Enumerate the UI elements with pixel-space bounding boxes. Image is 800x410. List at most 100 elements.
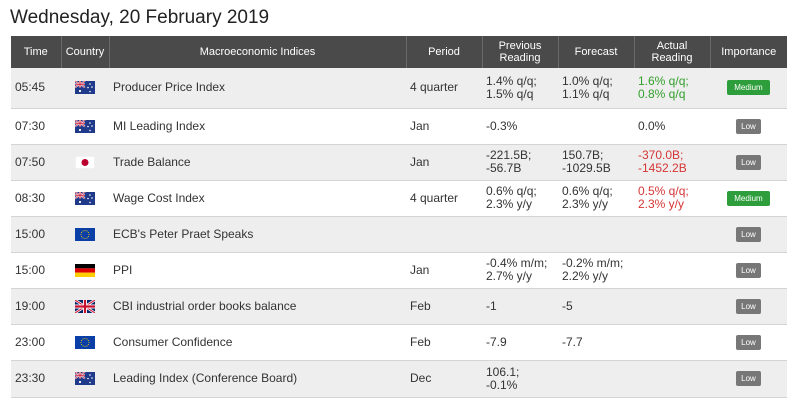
time-cell: 15:00 — [11, 216, 61, 253]
previous-reading-cell: -1 — [482, 288, 558, 325]
col-header-time: Time — [11, 36, 62, 68]
reading-line: 1.6% q/q; — [638, 73, 689, 88]
au-flag-icon — [75, 191, 95, 205]
table-row: 23:00 Consumer Confidence Feb -7.9 -7.7 Low — [11, 324, 787, 361]
reading-line: -370.0B; — [638, 148, 684, 162]
time-cell: 15:00 — [11, 252, 61, 289]
reading-line: -5 — [562, 298, 573, 313]
reading-line: 0.6% q/q; — [486, 184, 537, 198]
reading-line: 0.8% q/q — [638, 86, 686, 101]
period-cell: Dec — [406, 360, 482, 398]
indicator-name: CBI industrial order books balance — [109, 288, 406, 325]
importance-cell: Medium — [710, 180, 787, 217]
reading-line: 0.5% q/q; — [638, 184, 689, 198]
page-title: Wednesday, 20 February 2019 — [10, 7, 270, 28]
importance-cell: Low — [710, 216, 787, 253]
au-flag-icon — [75, 372, 95, 386]
actual-reading-cell — [634, 216, 710, 253]
indicator-name: Leading Index (Conference Board) — [109, 360, 406, 398]
table-row: 15:00 PPI Jan -0.4% m/m; 2.7% y/y -0.2% m/m; 2… — [11, 252, 787, 289]
reading-line: 1.1% q/q — [562, 86, 610, 101]
period-cell: Jan — [406, 252, 482, 289]
indicator-name: MI Leading Index — [109, 108, 406, 145]
table-row: 07:50 Trade Balance Jan -221.5B; -56.7B 150.7… — [11, 144, 787, 181]
forecast-cell: -7.7 — [558, 324, 634, 361]
time-cell: 08:30 — [11, 180, 61, 217]
jp-flag-icon — [75, 155, 95, 169]
de-flag-icon — [75, 263, 95, 277]
reading-line: -7.7 — [562, 334, 583, 349]
previous-reading-cell: -221.5B; -56.7B — [482, 144, 558, 181]
importance-cell: Low — [710, 144, 787, 181]
forecast-cell: -5 — [558, 288, 634, 325]
reading-line: -1 — [486, 298, 497, 313]
forecast-cell — [558, 108, 634, 145]
forecast-cell: -0.2% m/m; 2.2% y/y — [558, 252, 634, 289]
reading-line: 1.5% q/q — [486, 86, 534, 101]
forecast-cell: 0.6% q/q; 2.3% y/y — [558, 180, 634, 217]
actual-reading-cell: 1.6% q/q; 0.8% q/q — [634, 68, 710, 109]
forecast-cell — [558, 216, 634, 253]
reading-line: 2.3% y/y — [486, 197, 533, 211]
reading-line: -7.9 — [486, 334, 507, 349]
forecast-cell — [558, 360, 634, 398]
reading-line: -0.3% — [486, 118, 518, 133]
reading-line: -1452.2B — [638, 161, 687, 175]
country-cell — [61, 324, 109, 361]
reading-line: 2.2% y/y — [562, 269, 609, 283]
col-header-forecast: Forecast — [558, 36, 635, 68]
period-cell — [406, 216, 482, 253]
actual-reading-cell — [634, 360, 710, 398]
indicator-name: Producer Price Index — [109, 68, 406, 109]
indicator-name: Wage Cost Index — [109, 180, 406, 217]
previous-reading-cell: 106.1; -0.1% — [482, 360, 558, 398]
col-header-period: Period — [406, 36, 483, 68]
reading-line: -0.1% — [486, 377, 518, 392]
time-cell: 05:45 — [11, 68, 61, 109]
table-row: 08:30 Wage Cost Index 4 quarter 0.6% q/q; 2.… — [11, 180, 787, 217]
col-header-previous: Previous Reading — [482, 36, 559, 68]
period-cell: Feb — [406, 288, 482, 325]
importance-cell: Low — [710, 252, 787, 289]
reading-line: -0.2% m/m; — [562, 256, 624, 270]
reading-line: -221.5B; — [486, 148, 532, 162]
indicator-name: PPI — [109, 252, 406, 289]
country-cell — [61, 180, 109, 217]
importance-cell: Medium — [710, 68, 787, 109]
country-cell — [61, 68, 109, 109]
economic-calendar-table: Time Country Macroeconomic Indices Perio… — [11, 36, 787, 398]
au-flag-icon — [75, 119, 95, 133]
reading-line: 0.0% — [638, 118, 666, 133]
importance-cell: Low — [710, 288, 787, 325]
period-cell: 4 quarter — [406, 180, 482, 217]
importance-badge: Low — [736, 371, 761, 386]
previous-reading-cell: 1.4% q/q; 1.5% q/q — [482, 68, 558, 109]
eu-flag-icon — [75, 227, 95, 241]
gb-flag-icon — [75, 299, 95, 313]
time-cell: 07:30 — [11, 108, 61, 145]
actual-reading-cell — [634, 324, 710, 361]
table-row: 07:30 MI Leading Index Jan -0.3% 0.0% Low — [11, 108, 787, 145]
actual-reading-cell — [634, 288, 710, 325]
reading-line: 2.7% y/y — [486, 269, 533, 283]
time-cell: 19:00 — [11, 288, 61, 325]
previous-reading-cell: 0.6% q/q; 2.3% y/y — [482, 180, 558, 217]
time-cell: 23:00 — [11, 324, 61, 361]
importance-badge: Medium — [727, 80, 770, 96]
country-cell — [61, 144, 109, 181]
actual-reading-cell: -370.0B; -1452.2B — [634, 144, 710, 181]
reading-line: 0.6% q/q; — [562, 184, 613, 198]
period-cell: Feb — [406, 324, 482, 361]
previous-reading-cell: -0.4% m/m; 2.7% y/y — [482, 252, 558, 289]
table-row: 05:45 Producer Price Index 4 quarter 1.4% q… — [11, 68, 787, 109]
importance-cell: Low — [710, 360, 787, 398]
actual-reading-cell — [634, 252, 710, 289]
reading-line: -1029.5B — [562, 161, 611, 175]
actual-reading-cell: 0.0% — [634, 108, 710, 145]
importance-badge: Medium — [727, 190, 770, 206]
col-header-country: Country — [61, 36, 110, 68]
period-cell: 4 quarter — [406, 68, 482, 109]
importance-badge: Low — [736, 334, 761, 350]
country-cell — [61, 108, 109, 145]
importance-badge: Low — [736, 154, 761, 170]
